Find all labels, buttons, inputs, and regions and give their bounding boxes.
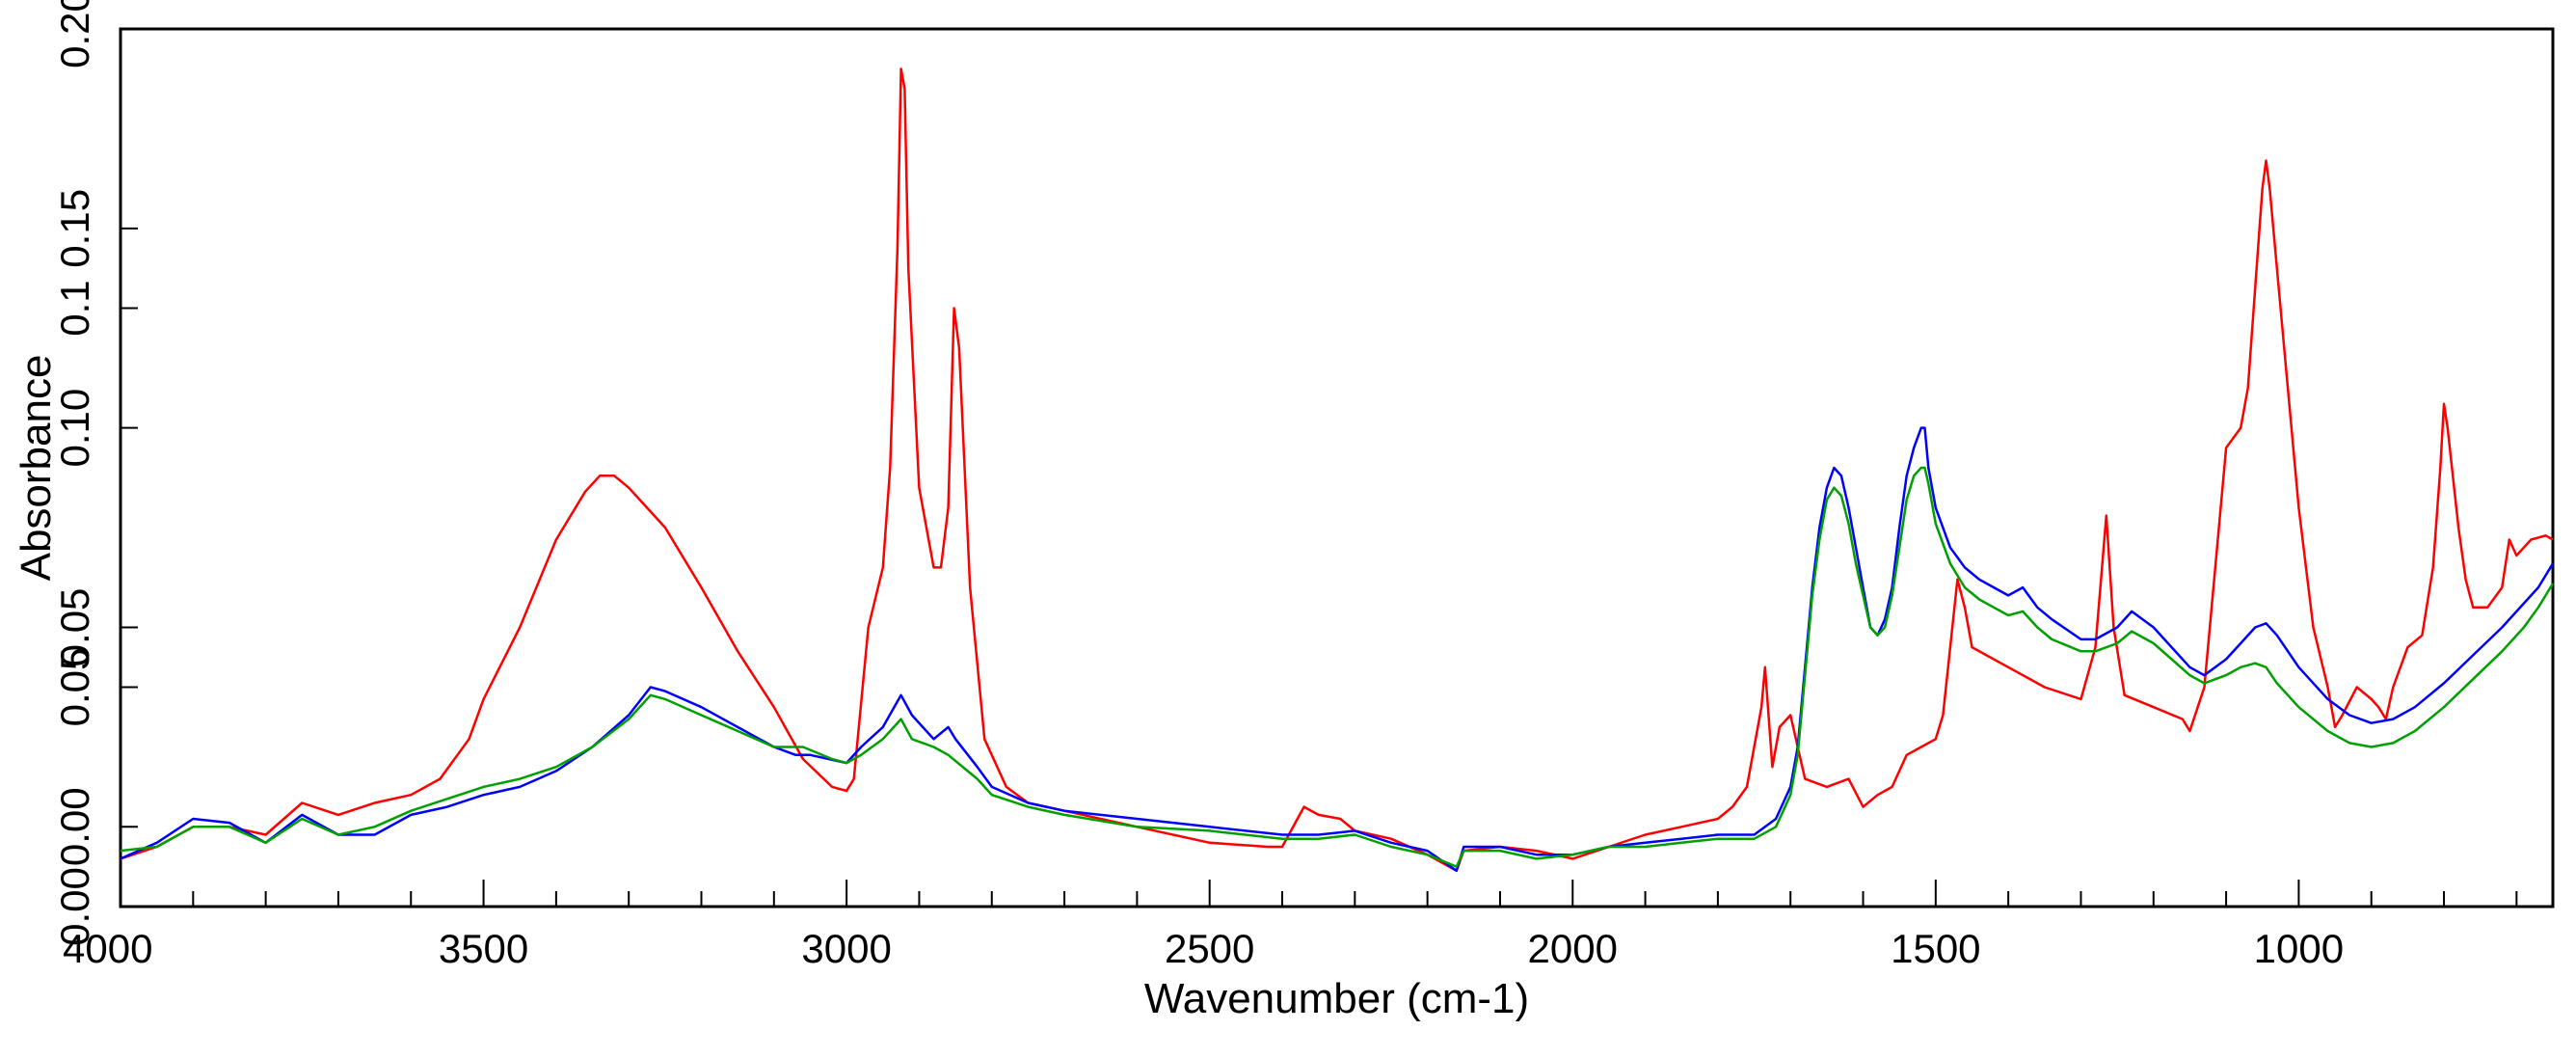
series-layer [120,68,2555,873]
y-tick-label: 0.1 [52,280,97,336]
x-tick-label: 3500 [439,926,528,971]
series-line-3 [120,466,2555,868]
y-tick-label: 0.05 [52,588,97,667]
y-tick-label: 0.20 [52,0,97,68]
x-tick-label: 2500 [1165,926,1254,971]
x-tick-label: 1500 [1891,926,1980,971]
series-line-2 [120,426,2555,873]
x-tick-label: 3000 [801,926,891,971]
x-tick-label: 4000 [63,926,152,971]
y-tick-label: 0.00 [52,787,97,866]
x-tick-label: 2000 [1528,926,1618,971]
series-line-1 [120,68,2554,873]
y-tick-label: 0.00 [52,867,97,946]
y-axis: 0.000.00 0.050.05 0.10 0.1 0.15 0.20 [52,0,138,946]
y-tick-label: 0.10 [52,389,97,468]
x-axis-title: Wavenumber (cm-1) [1144,975,1529,1022]
y-tick-label: 0.15 [52,189,97,268]
x-axis: 4000 3500 3000 2500 2000 1500 1000 [63,880,2518,971]
y-tick-label: 0.05 [52,648,97,727]
plot-area-border [119,27,2555,909]
x-tick-label: 1000 [2254,926,2344,971]
y-axis-title: Absorbance [13,355,60,582]
plot-frame [119,27,2555,909]
